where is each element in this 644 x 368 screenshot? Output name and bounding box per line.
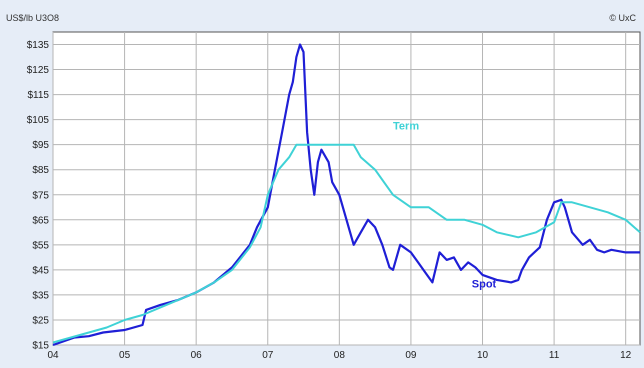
y-tick-label: $115 — [27, 90, 49, 101]
x-tick-labels: 04 05 06 07 08 09 10 11 12 — [47, 350, 631, 361]
y-tick-label: $55 — [32, 240, 49, 251]
x-tick-label: 04 — [47, 350, 59, 361]
x-tick-label: 07 — [262, 350, 274, 361]
gridlines — [52, 32, 640, 346]
series-line-term — [52, 143, 641, 344]
x-tick-label: 12 — [620, 350, 632, 361]
x-tick-label: 09 — [405, 350, 417, 361]
x-tick-label: 11 — [549, 350, 560, 361]
series-line-spot — [52, 43, 640, 347]
y-unit-label: US$/lb U3O8 — [6, 13, 59, 23]
x-tick-label: 05 — [119, 350, 131, 361]
y-tick-label: $45 — [32, 265, 49, 276]
series-labels: Spot Term — [393, 121, 497, 291]
y-tick-label: $105 — [27, 115, 50, 126]
x-tick-label: 08 — [334, 350, 346, 361]
y-tick-label: $25 — [32, 315, 49, 326]
plot-area — [52, 31, 641, 346]
series-label-spot: Spot — [472, 278, 497, 290]
source-credit: © UxC — [609, 13, 636, 23]
y-tick-label: $15 — [32, 341, 49, 352]
y-tick-label: $65 — [32, 215, 49, 226]
x-tick-label: 06 — [191, 350, 203, 361]
x-tick-label: 10 — [477, 350, 489, 361]
y-tick-label: $75 — [32, 190, 49, 201]
y-tick-label: $35 — [32, 290, 49, 301]
y-tick-label: $135 — [27, 40, 50, 51]
y-tick-label: $95 — [32, 140, 49, 151]
y-tick-label: $85 — [32, 165, 49, 176]
y-tick-labels: $15 $25 $35 $45 $55 $65 $75 $85 $95 $105 $115 $125 $… — [27, 40, 50, 351]
series-lines — [52, 43, 641, 347]
y-tick-label: $125 — [27, 65, 50, 76]
series-label-term: Term — [393, 121, 419, 133]
